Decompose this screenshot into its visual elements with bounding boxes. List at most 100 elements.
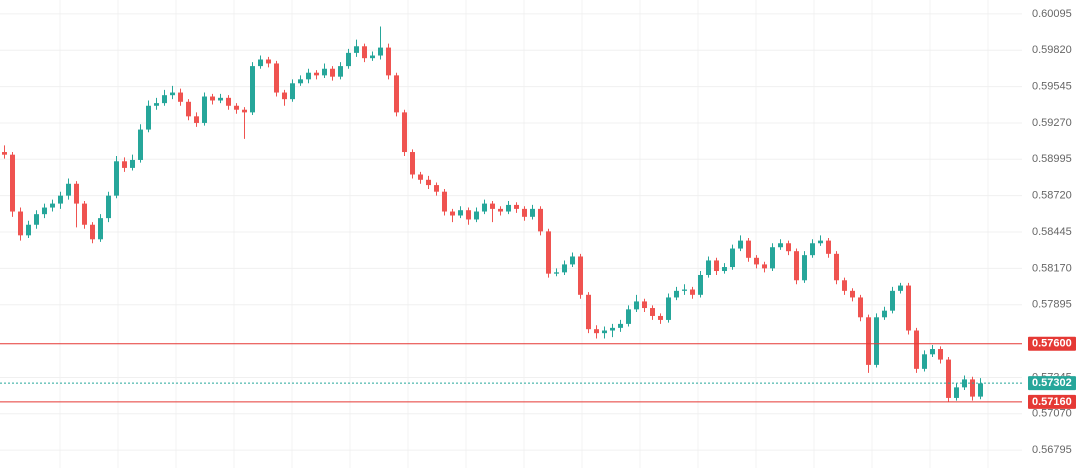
candle-body: [666, 297, 671, 320]
candle-body: [154, 103, 159, 106]
candle-body: [946, 359, 951, 398]
candle-body: [930, 349, 935, 355]
candle-body: [362, 46, 367, 59]
candle-body: [42, 207, 47, 215]
candle-body: [714, 260, 719, 272]
price-level-label: 0.57160: [1032, 396, 1072, 408]
candle-body: [626, 309, 631, 324]
candle-body: [2, 152, 7, 155]
candle-body: [514, 204, 519, 209]
candle-body: [250, 66, 255, 113]
candle-body: [242, 109, 247, 113]
candle-body: [898, 285, 903, 291]
candle-body: [978, 383, 983, 397]
price-level-label: 0.57600: [1032, 338, 1072, 350]
vertical-grid: [59, 0, 989, 468]
candle-body: [106, 195, 111, 219]
candle-body: [938, 349, 943, 360]
candle-body: [538, 208, 543, 232]
candle-body: [314, 72, 319, 76]
candle-body: [442, 191, 447, 212]
candle-body: [810, 243, 815, 256]
candle-body: [498, 208, 503, 212]
candle-body: [186, 101, 191, 117]
candle-body: [114, 161, 119, 196]
candle-body: [826, 240, 831, 254]
candle-body: [554, 272, 559, 274]
y-tick-label: 0.59270: [1032, 117, 1072, 129]
y-tick-label: 0.58995: [1032, 153, 1072, 165]
candle-body: [394, 75, 399, 113]
candle-body: [818, 240, 823, 244]
candle-body: [906, 285, 911, 331]
candle-body: [882, 310, 887, 318]
candle-body: [290, 83, 295, 100]
candle-body: [890, 290, 895, 311]
y-tick-label: 0.58170: [1032, 262, 1072, 274]
candle-body: [18, 211, 23, 236]
candle-body: [786, 243, 791, 252]
candle-body: [330, 68, 335, 77]
candle-body: [490, 203, 495, 209]
candle-body: [762, 264, 767, 269]
candle-body: [794, 251, 799, 281]
candle-body: [754, 257, 759, 265]
price-level-tag: [1028, 336, 1076, 351]
candle-body: [178, 92, 183, 102]
y-tick-label: 0.58445: [1032, 226, 1072, 238]
price-level-tag: [1028, 376, 1076, 391]
candle-body: [674, 290, 679, 298]
candle-body: [650, 308, 655, 316]
candle-body: [586, 294, 591, 330]
candle-body: [274, 63, 279, 93]
y-tick-label: 0.59545: [1032, 80, 1072, 92]
candle-body: [378, 47, 383, 56]
candle-body: [634, 301, 639, 310]
candle-body: [162, 95, 167, 104]
candle-body: [850, 290, 855, 298]
candle-body: [834, 253, 839, 281]
candle-body: [338, 66, 343, 77]
candle-body: [194, 116, 199, 123]
candle-body: [682, 289, 687, 291]
y-tick-label: 0.56795: [1032, 444, 1072, 456]
candle-body: [258, 59, 263, 67]
candle-body: [146, 105, 151, 130]
candle-body: [426, 179, 431, 186]
candle-body: [386, 47, 391, 76]
candle-body: [746, 240, 751, 258]
candle-body: [690, 289, 695, 295]
candle-body: [602, 330, 607, 334]
candle-body: [58, 195, 63, 204]
candle-body: [866, 317, 871, 365]
candle-body: [346, 52, 351, 67]
candle-body: [10, 154, 15, 212]
candle-body: [922, 354, 927, 369]
candle-body: [402, 112, 407, 153]
candle-body: [722, 267, 727, 272]
candle-body: [530, 208, 535, 217]
candle-body: [506, 204, 511, 212]
candle-body: [450, 211, 455, 216]
candle-body: [482, 203, 487, 212]
candle-body: [474, 211, 479, 220]
y-tick-label: 0.58720: [1032, 190, 1072, 202]
y-tick-label: 0.60095: [1032, 8, 1072, 20]
y-tick-label: 0.57895: [1032, 299, 1072, 311]
candle-body: [778, 243, 783, 248]
candle-body: [522, 208, 527, 217]
candle-body: [562, 264, 567, 273]
candle-body: [418, 174, 423, 180]
candle-body: [90, 224, 95, 240]
candle-body: [730, 248, 735, 268]
candle-body: [874, 317, 879, 365]
candle-body: [698, 274, 703, 295]
candle-body: [202, 96, 207, 123]
candle-body: [322, 68, 327, 76]
candle-body: [138, 129, 143, 160]
candle-body: [218, 97, 223, 101]
candle-body: [74, 183, 79, 204]
candle-body: [570, 256, 575, 265]
candle-body: [546, 231, 551, 274]
